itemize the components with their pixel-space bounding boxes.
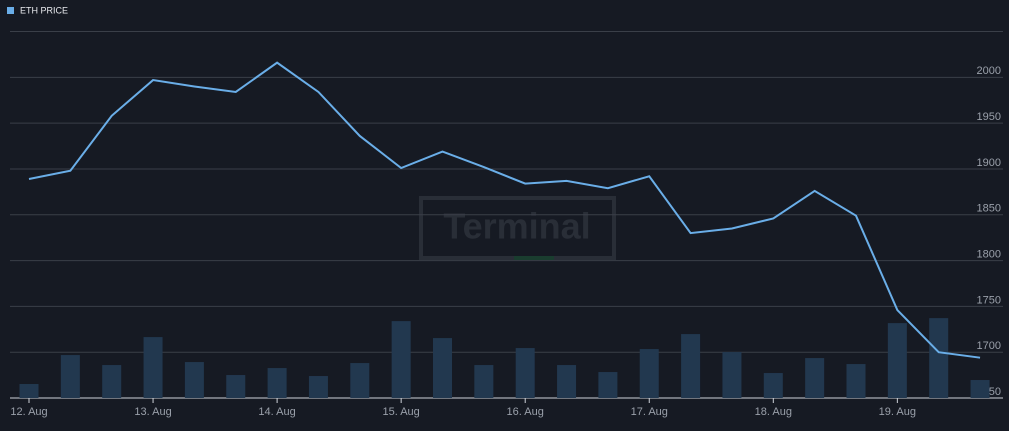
x-tick-label: 15. Aug [382, 406, 419, 418]
volume-bar [102, 365, 122, 398]
volume-bar [391, 321, 411, 398]
volume-bar [681, 334, 701, 398]
volume-bar [598, 372, 618, 398]
x-tick-label: 12. Aug [10, 406, 47, 418]
volume-bar [846, 364, 866, 398]
volume-bar [722, 352, 742, 398]
volume-bar [557, 365, 577, 398]
y-tick-label: 1900 [977, 157, 1001, 169]
x-tick-label: 17. Aug [631, 406, 668, 418]
x-tick-label: 18. Aug [755, 406, 792, 418]
volume-bar [226, 375, 246, 398]
volume-bar [350, 363, 370, 398]
x-tick-label: 13. Aug [134, 406, 171, 418]
y-tick-label: 1850 [977, 203, 1001, 215]
x-tick-label: 19. Aug [879, 406, 916, 418]
volume-bar [143, 337, 163, 398]
y-tick-label: 2000 [977, 65, 1001, 77]
volume-bar [60, 355, 80, 398]
legend-label: ETH PRICE [20, 5, 68, 15]
volume-bar [474, 365, 494, 398]
volume-bar [184, 362, 204, 398]
volume-bar [805, 358, 825, 398]
watermark: Terminal [419, 196, 616, 260]
volume-bar [929, 318, 949, 398]
volume-bar [19, 384, 39, 398]
watermark-text: Terminal [443, 206, 590, 247]
x-tick-label: 16. Aug [507, 406, 544, 418]
volume-bar [515, 348, 535, 398]
volume-bar [887, 323, 907, 398]
volume-bar [308, 376, 328, 398]
volume-bar [763, 373, 783, 398]
volume-bar [267, 368, 287, 398]
volume-bar [639, 349, 659, 398]
watermark-accent [514, 256, 554, 260]
legend-swatch [7, 7, 14, 14]
x-tick-label: 14. Aug [258, 406, 295, 418]
y-tick-label: 1950 [977, 111, 1001, 123]
price-line [28, 61, 981, 359]
y-tick-label: 1700 [977, 340, 1001, 352]
y-tick-label: 1800 [977, 248, 1001, 260]
volume-bar [433, 338, 452, 398]
y-tick-label: 1750 [977, 294, 1001, 306]
volume-bar [970, 380, 990, 398]
